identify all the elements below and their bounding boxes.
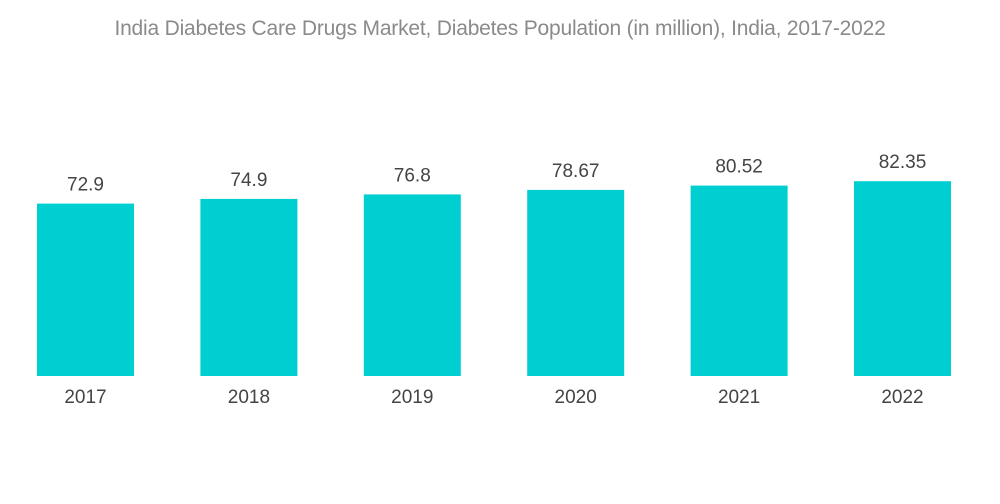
bars-group (37, 181, 951, 376)
bar-2017 (37, 203, 134, 376)
value-label-2017: 72.9 (67, 175, 104, 196)
x-axis-ticks: 2017 2018 2019 2020 2021 2022 (64, 387, 923, 408)
x-tick-label-2018: 2018 (228, 387, 270, 408)
bar-2018 (200, 198, 298, 376)
value-label-2022: 82.35 (879, 152, 927, 173)
value-label-2021: 80.52 (715, 157, 763, 178)
bar-2019 (363, 194, 461, 376)
bar-2021 (690, 185, 788, 376)
bar-2022 (854, 181, 951, 376)
x-tick-label-2020: 2020 (555, 387, 597, 408)
bar-2020 (527, 189, 625, 376)
x-tick-label-2019: 2019 (391, 387, 433, 408)
value-label-2019: 76.8 (394, 165, 431, 186)
x-tick-label-2022: 2022 (881, 387, 923, 408)
value-label-2018: 74.9 (230, 170, 267, 191)
value-labels-group: 72.9 74.9 76.8 78.67 80.52 82.35 (67, 152, 926, 195)
x-tick-label-2021: 2021 (718, 387, 760, 408)
value-label-2020: 78.67 (552, 161, 600, 182)
x-tick-label-2017: 2017 (64, 387, 106, 408)
chart-title: India Diabetes Care Drugs Market, Diabet… (114, 17, 886, 40)
